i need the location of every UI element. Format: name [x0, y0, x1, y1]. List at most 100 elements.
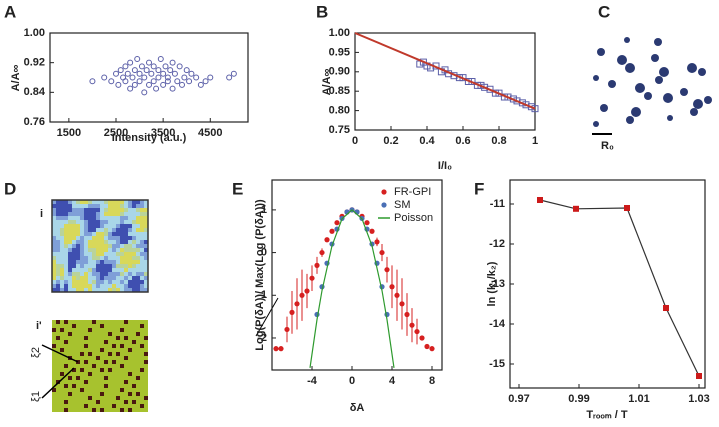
- heatmap-cell: [108, 260, 112, 264]
- heatmap-cell: [76, 388, 80, 392]
- heatmap-cell: [104, 336, 108, 340]
- heatmap-cell: [136, 380, 140, 384]
- heatmap-cell: [132, 216, 136, 220]
- heatmap-cell: [76, 352, 80, 356]
- heatmap-cell: [132, 280, 136, 284]
- heatmap-cell: [60, 360, 64, 364]
- heatmap-cell: [104, 284, 108, 288]
- heatmap-cell: [144, 400, 148, 404]
- heatmap-cell: [60, 320, 64, 324]
- marker: [150, 78, 157, 85]
- heatmap-cell: [68, 212, 72, 216]
- marker: [155, 67, 162, 74]
- heatmap-cell: [132, 352, 136, 356]
- heatmap-cell: [136, 208, 140, 212]
- heatmap-cell: [128, 284, 132, 288]
- heatmap-cell: [112, 280, 116, 284]
- marker: [409, 322, 415, 328]
- heatmap-cell: [92, 240, 96, 244]
- heatmap-cell: [120, 372, 124, 376]
- dot: [654, 38, 662, 46]
- heatmap-cell: [116, 328, 120, 332]
- heatmap-cell: [84, 212, 88, 216]
- heatmap-cell: [104, 348, 108, 352]
- heatmap-cell: [76, 236, 80, 240]
- heatmap-cell: [92, 376, 96, 380]
- heatmap-cell: [64, 220, 68, 224]
- heatmap-cell: [144, 324, 148, 328]
- heatmap-cell: [144, 256, 148, 260]
- heatmap-cell: [120, 220, 124, 224]
- heatmap-cell: [64, 264, 68, 268]
- marker: [273, 346, 279, 352]
- heatmap-cell: [124, 368, 128, 372]
- heatmap-cell: [100, 348, 104, 352]
- heatmap-cell: [92, 200, 96, 204]
- heatmap-cell: [88, 264, 92, 268]
- heatmap-cell: [104, 328, 108, 332]
- heatmap-cell: [72, 340, 76, 344]
- heatmap-cell: [140, 248, 144, 252]
- heatmap-cell: [68, 384, 72, 388]
- heatmap-cell: [84, 324, 88, 328]
- heatmap-cell: [68, 264, 72, 268]
- heatmap-cell: [56, 244, 60, 248]
- heatmap-cell: [84, 408, 88, 412]
- heatmap-cell: [56, 272, 60, 276]
- heatmap-cell: [112, 344, 116, 348]
- heatmap-cell: [132, 408, 136, 412]
- heatmap-cell: [52, 244, 56, 248]
- dot: [635, 83, 645, 93]
- heatmap-cell: [92, 324, 96, 328]
- heatmap-cell: [104, 212, 108, 216]
- heatmap-cell: [68, 276, 72, 280]
- heatmap-cell: [112, 228, 116, 232]
- heatmap-cell: [68, 340, 72, 344]
- heatmap-cell: [112, 348, 116, 352]
- heatmap-cell: [96, 372, 100, 376]
- heatmap-cell: [64, 332, 68, 336]
- heatmap-cell: [116, 332, 120, 336]
- heatmap-cell: [104, 228, 108, 232]
- heatmap-cell: [140, 204, 144, 208]
- heatmap-cell: [116, 260, 120, 264]
- marker: [379, 249, 385, 256]
- heatmap-cell: [88, 360, 92, 364]
- heatmap-cell: [116, 228, 120, 232]
- heatmap-cell: [76, 368, 80, 372]
- heatmap-cell: [88, 348, 92, 352]
- heatmap-cell: [136, 396, 140, 400]
- heatmap-cell: [116, 404, 120, 408]
- heatmap-cell: [104, 256, 108, 260]
- heatmap-cell: [64, 352, 68, 356]
- heatmap-cell: [88, 220, 92, 224]
- marker: [136, 70, 143, 77]
- heatmap-cell: [52, 340, 56, 344]
- heatmap-cell: [64, 260, 68, 264]
- heatmap-cell: [68, 388, 72, 392]
- heatmap-cell: [60, 396, 64, 400]
- x-tick-label: 0.6: [455, 135, 470, 147]
- heatmap-cell: [104, 220, 108, 224]
- heatmap-cell: [84, 388, 88, 392]
- heatmap-cell: [84, 352, 88, 356]
- heatmap-cell: [60, 328, 64, 332]
- heatmap-cell: [52, 256, 56, 260]
- heatmap-cell: [68, 320, 72, 324]
- heatmap-cell: [108, 404, 112, 408]
- heatmap-cell: [64, 360, 68, 364]
- heatmap-cell: [88, 204, 92, 208]
- marker: [573, 205, 579, 212]
- heatmap-cell: [76, 232, 80, 236]
- heatmap-cell: [144, 204, 148, 208]
- x-axis-label: Tᵣₒₒₘ / T: [586, 409, 628, 421]
- heatmap-cell: [84, 392, 88, 396]
- heatmap-cell: [84, 348, 88, 352]
- heatmap-cell: [76, 344, 80, 348]
- heatmap-cell: [136, 224, 140, 228]
- heatmap-cell: [132, 204, 136, 208]
- heatmap-cell: [92, 236, 96, 240]
- heatmap-cell: [112, 360, 116, 364]
- heatmap-cell: [108, 252, 112, 256]
- heatmap-cell: [56, 252, 60, 256]
